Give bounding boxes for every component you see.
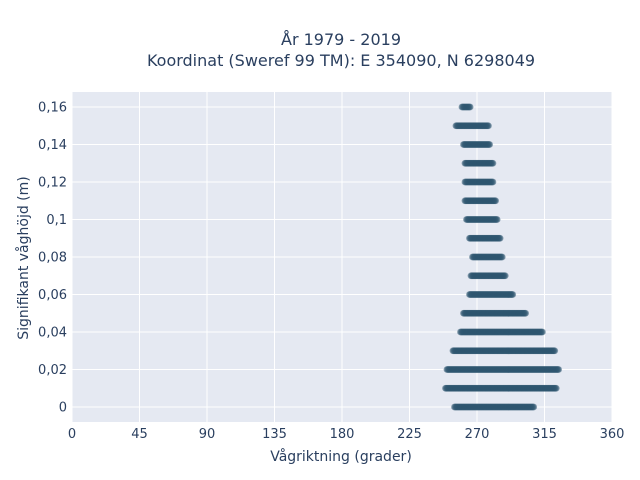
data-point [466, 103, 474, 111]
x-tick-label: 90 [199, 427, 216, 442]
y-tick-label: 0 [59, 401, 67, 416]
data-point [485, 122, 492, 130]
data-row [467, 272, 509, 280]
y-axis-title: Signifikant våghöjd (m) [15, 176, 32, 339]
y-tick-label: 0,12 [38, 176, 67, 191]
y-axis-ticks: 0 0,02 0,04 0,06 0,08 0,1 0,12 0,14 0,16 [38, 101, 67, 416]
data-row [458, 103, 474, 111]
x-axis-ticks: 0 45 90 135 180 225 270 315 360 [68, 427, 625, 442]
data-point [496, 234, 504, 242]
data-point [522, 309, 529, 317]
x-tick-label: 180 [330, 427, 355, 442]
chart-title: År 1979 - 2019 [281, 30, 401, 49]
data-point [555, 366, 562, 373]
data-point [493, 216, 501, 223]
x-tick-label: 0 [68, 427, 76, 442]
x-axis-title: Vågriktning (grader) [270, 448, 412, 465]
data-row [460, 309, 529, 317]
y-tick-label: 0,08 [38, 251, 67, 266]
data-row [466, 291, 517, 298]
data-point [539, 328, 546, 336]
chart-subtitle: Koordinat (Sweref 99 TM): E 354090, N 62… [147, 51, 535, 70]
data-row [452, 122, 492, 130]
data-row [460, 141, 493, 148]
y-tick-label: 0,14 [38, 138, 67, 153]
x-tick-label: 315 [532, 427, 557, 442]
data-point [551, 347, 559, 355]
x-tick-label: 135 [262, 427, 287, 442]
x-tick-label: 225 [397, 427, 422, 442]
data-point [501, 272, 509, 280]
data-point [489, 159, 497, 167]
data-row [449, 347, 559, 355]
data-row [461, 197, 499, 205]
data-point [486, 141, 493, 148]
y-tick-label: 0,02 [38, 363, 67, 378]
data-row [461, 178, 497, 186]
y-tick-label: 0,06 [38, 288, 67, 303]
y-tick-label: 0,04 [38, 326, 67, 341]
data-row [463, 216, 501, 223]
data-point [492, 197, 499, 205]
data-point [509, 291, 517, 298]
data-points [442, 103, 562, 411]
data-row [442, 384, 560, 392]
data-row [469, 253, 506, 261]
data-row [457, 328, 546, 336]
y-tick-label: 0,16 [38, 101, 67, 116]
y-tick-label: 0,1 [46, 213, 67, 228]
data-row [466, 234, 504, 242]
data-point [530, 403, 538, 411]
x-tick-label: 270 [465, 427, 490, 442]
data-point [489, 178, 497, 186]
x-tick-label: 360 [600, 427, 625, 442]
data-point [498, 253, 506, 261]
x-tick-label: 45 [131, 427, 148, 442]
data-row [461, 159, 497, 167]
data-point [552, 384, 560, 392]
data-row [443, 366, 562, 373]
data-row [451, 403, 538, 411]
